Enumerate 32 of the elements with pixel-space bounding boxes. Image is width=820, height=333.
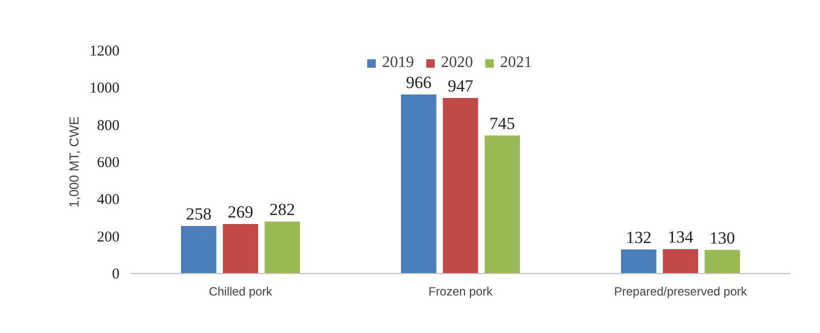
data-label: 134 bbox=[668, 228, 694, 247]
bar bbox=[222, 223, 260, 274]
bar bbox=[620, 248, 658, 274]
legend-label: 2020 bbox=[441, 54, 473, 72]
data-label: 966 bbox=[406, 72, 432, 92]
x-tick-label: Frozen pork bbox=[428, 284, 494, 298]
bar bbox=[264, 220, 301, 274]
bar bbox=[180, 225, 218, 274]
y-tick-label: 1200 bbox=[90, 44, 120, 60]
data-label: 947 bbox=[448, 76, 474, 96]
data-label: 132 bbox=[626, 228, 652, 247]
y-tick-label: 0 bbox=[112, 266, 120, 282]
y-tick-label: 600 bbox=[97, 155, 120, 171]
y-tick-label: 800 bbox=[97, 118, 120, 134]
legend-label: 2021 bbox=[500, 54, 532, 72]
bar bbox=[704, 248, 741, 274]
data-label: 745 bbox=[490, 114, 516, 134]
bar bbox=[662, 248, 700, 274]
y-tick-label: 1000 bbox=[90, 80, 120, 97]
x-tick-label: Chilled pork bbox=[208, 284, 274, 298]
y-axis-title: 1,000 MT, CWE bbox=[66, 116, 82, 208]
bar bbox=[442, 97, 480, 274]
bar bbox=[400, 93, 438, 274]
data-label: 282 bbox=[270, 200, 296, 220]
x-tick-label: Prepared/preserved pork bbox=[614, 284, 748, 298]
data-label: 269 bbox=[228, 202, 254, 222]
data-label: 258 bbox=[186, 204, 212, 224]
bar bbox=[484, 134, 521, 274]
y-tick-label: 400 bbox=[97, 192, 120, 208]
legend-label: 2019 bbox=[382, 54, 414, 72]
y-tick-label: 200 bbox=[97, 229, 120, 246]
data-label: 130 bbox=[710, 228, 736, 248]
